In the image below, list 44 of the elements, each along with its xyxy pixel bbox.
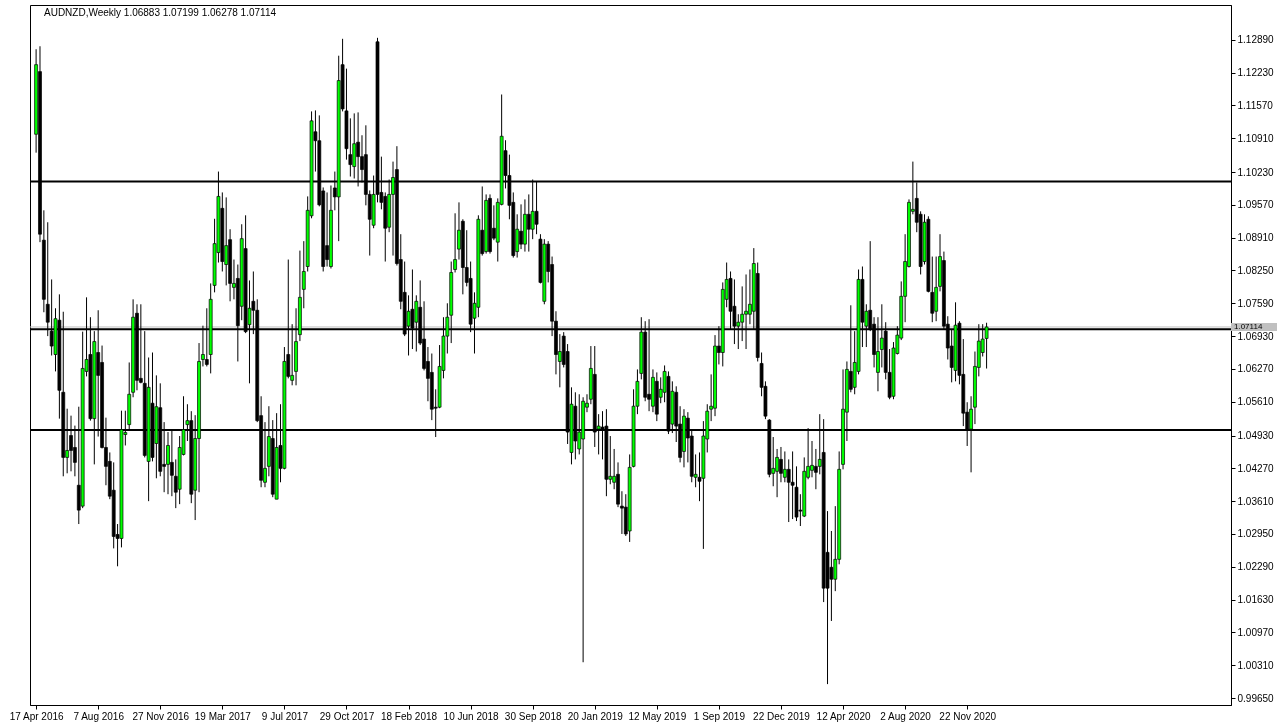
x-tick-label: 7 Aug 2016 xyxy=(73,710,125,722)
x-tick-label: 1 Sep 2019 xyxy=(693,710,746,722)
y-tick-label: 1.03610 xyxy=(1237,495,1275,507)
y-tick-label: 1.08910 xyxy=(1237,232,1275,244)
y-tick-label: 1.02950 xyxy=(1237,528,1275,540)
ref-line-label: 1.07114 xyxy=(1234,321,1263,331)
y-tick-label: 1.00310 xyxy=(1237,659,1275,671)
x-tick-label: 22 Nov 2020 xyxy=(939,710,997,722)
x-tick-label: 22 Dec 2019 xyxy=(753,710,811,722)
x-tick-label: 10 Jun 2018 xyxy=(443,710,500,722)
x-tick-label: 20 Jan 2019 xyxy=(567,710,624,722)
y-tick-label: 1.00970 xyxy=(1237,626,1275,638)
x-tick-label: 29 Oct 2017 xyxy=(319,710,375,722)
candlestick xyxy=(224,196,229,286)
x-tick-label: 9 Jul 2017 xyxy=(261,710,309,722)
chart-title: AUDNZD,Weekly 1.06883 1.07199 1.06278 1.07114 xyxy=(44,7,277,18)
x-tick-label: 2 Aug 2020 xyxy=(880,710,932,722)
candlestick xyxy=(783,450,787,483)
y-tick-label: 0.99650 xyxy=(1237,692,1275,704)
x-tick-label: 18 Feb 2018 xyxy=(380,710,438,722)
y-tick-label: 1.10230 xyxy=(1237,166,1275,178)
y-tick-label: 1.08250 xyxy=(1237,264,1275,276)
y-tick-label: 1.09570 xyxy=(1237,199,1275,211)
y-tick-label: 1.06930 xyxy=(1237,330,1275,342)
y-tick-label: 1.10910 xyxy=(1237,132,1275,144)
y-tick-label: 1.04270 xyxy=(1237,462,1275,474)
x-tick-label: 30 Sep 2018 xyxy=(504,710,562,722)
y-tick-label: 1.07590 xyxy=(1237,297,1275,309)
candlestick xyxy=(519,203,523,250)
candlestick xyxy=(325,191,329,268)
x-tick-label: 17 Apr 2016 xyxy=(9,710,65,722)
y-tick-label: 1.05610 xyxy=(1237,396,1275,408)
x-tick-label: 27 Nov 2016 xyxy=(132,710,190,722)
x-tick-label: 12 May 2019 xyxy=(628,710,687,722)
y-tick-label: 1.01630 xyxy=(1237,594,1275,606)
y-tick-label: 1.04930 xyxy=(1237,430,1275,442)
x-tick-label: 12 Apr 2020 xyxy=(816,710,871,722)
candlestick xyxy=(829,530,834,622)
x-tick-label: 19 Mar 2017 xyxy=(194,710,252,722)
y-tick-label: 1.06270 xyxy=(1237,363,1275,375)
y-tick-label: 1.12890 xyxy=(1237,34,1275,46)
y-tick-label: 1.11570 xyxy=(1237,99,1274,111)
y-tick-label: 1.02290 xyxy=(1237,561,1275,573)
y-tick-label: 1.12230 xyxy=(1237,67,1275,79)
